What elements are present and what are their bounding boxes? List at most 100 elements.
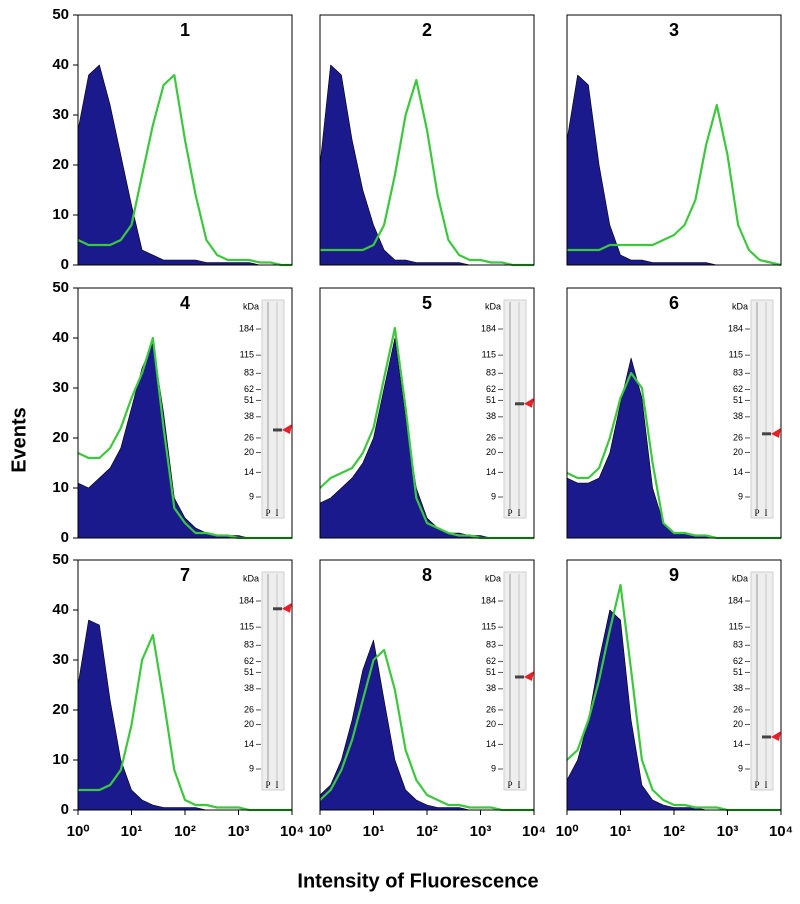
y-tick-label: 40 [52,56,69,73]
lane-label: I [765,780,768,790]
marker-label: 20 [244,447,254,457]
y-tick-label: 30 [52,106,69,123]
marker-label: 184 [481,323,496,333]
blot-strip [261,571,285,791]
marker-label: 9 [249,491,254,501]
marker-label: 14 [244,467,254,477]
marker-label: 115 [482,622,496,632]
marker-label: 115 [240,350,254,360]
marker-label: 184 [728,323,743,333]
marker-label: 51 [486,395,496,405]
marker-label: 115 [240,622,254,632]
marker-label: 9 [738,763,743,773]
marker-label: 62 [244,656,254,666]
marker-label: 20 [244,719,254,729]
panel-title: 7 [180,565,190,585]
marker-label: 38 [486,683,496,693]
panel-title: 9 [669,565,679,585]
band-arrow [524,670,534,681]
plot-frame [319,14,535,266]
x-tick-label: 10¹ [610,823,632,840]
panel-title: 4 [180,293,190,313]
blot-strip [503,571,527,791]
band [762,432,771,436]
marker-label: 14 [486,739,496,749]
y-tick-label: 0 [61,801,69,818]
y-tick-label: 20 [52,429,69,446]
marker-label: 115 [729,350,743,360]
marker-label: 20 [733,447,743,457]
line-histogram [320,78,534,267]
band-arrow [282,602,292,613]
band-arrow [771,730,781,741]
lane-label: P [754,780,759,790]
x-tick-label: 10³ [717,823,739,840]
marker-label: 184 [481,595,496,605]
lane-label: P [507,508,512,518]
y-axis-label: Events [8,407,30,473]
panel-title: 8 [422,565,432,585]
y-tick-label: 50 [52,551,69,568]
marker-label: 20 [486,447,496,457]
marker-label: 51 [244,395,254,405]
plot-frame [77,14,293,266]
panel-title: 3 [669,20,679,40]
marker-label: 14 [733,739,743,749]
marker-label: 62 [733,656,743,666]
blot-strip [750,299,774,519]
filled-histogram [566,357,782,539]
line-histogram [319,648,534,812]
blot-strip [750,571,774,791]
x-tick-label: 10³ [470,823,492,840]
y-tick-label: 10 [52,479,69,496]
lane-label: P [754,508,759,518]
lane-label: I [276,508,279,518]
x-tick-label: 10⁴ [522,823,546,840]
marker-label: 38 [733,683,743,693]
y-tick-label: 40 [52,601,69,618]
panel-title: 1 [180,20,190,40]
x-tick-label: 10³ [228,823,250,840]
plot-frame [566,14,782,266]
marker-label: 83 [733,640,743,650]
marker-label: 38 [244,411,254,421]
blot-unit: kDa [243,301,259,311]
y-tick-label: 20 [52,156,69,173]
line-histogram [567,103,782,267]
x-axis-label: Intensity of Fluorescence [297,870,538,892]
marker-label: 20 [733,719,743,729]
marker-label: 14 [486,467,496,477]
lane-label: P [265,780,270,790]
blot-unit: kDa [485,301,501,311]
y-tick-label: 10 [52,206,69,223]
marker-label: 184 [239,323,254,333]
panel-title: 6 [669,293,679,313]
line-histogram [77,73,292,267]
marker-label: 26 [733,432,743,442]
x-tick-label: 10¹ [363,823,385,840]
marker-label: 9 [738,491,743,501]
lane-label: P [265,508,270,518]
lane-label: P [507,780,512,790]
blot-strip [261,299,285,519]
marker-label: 184 [239,595,254,605]
y-tick-label: 30 [52,651,69,668]
blot-unit: kDa [485,573,501,583]
marker-label: 14 [733,467,743,477]
marker-label: 83 [733,368,743,378]
marker-label: 184 [728,595,743,605]
marker-label: 51 [733,667,743,677]
marker-label: 26 [244,704,254,714]
marker-label: 9 [249,763,254,773]
blot-strip [503,299,527,519]
marker-label: 14 [244,739,254,749]
x-tick-label: 10⁰ [309,823,332,840]
y-tick-label: 50 [52,279,69,296]
plot-frame [77,287,293,539]
x-tick-label: 10⁴ [769,823,793,840]
y-tick-label: 20 [52,701,69,718]
marker-label: 38 [733,411,743,421]
band [515,675,524,679]
marker-label: 38 [486,411,496,421]
